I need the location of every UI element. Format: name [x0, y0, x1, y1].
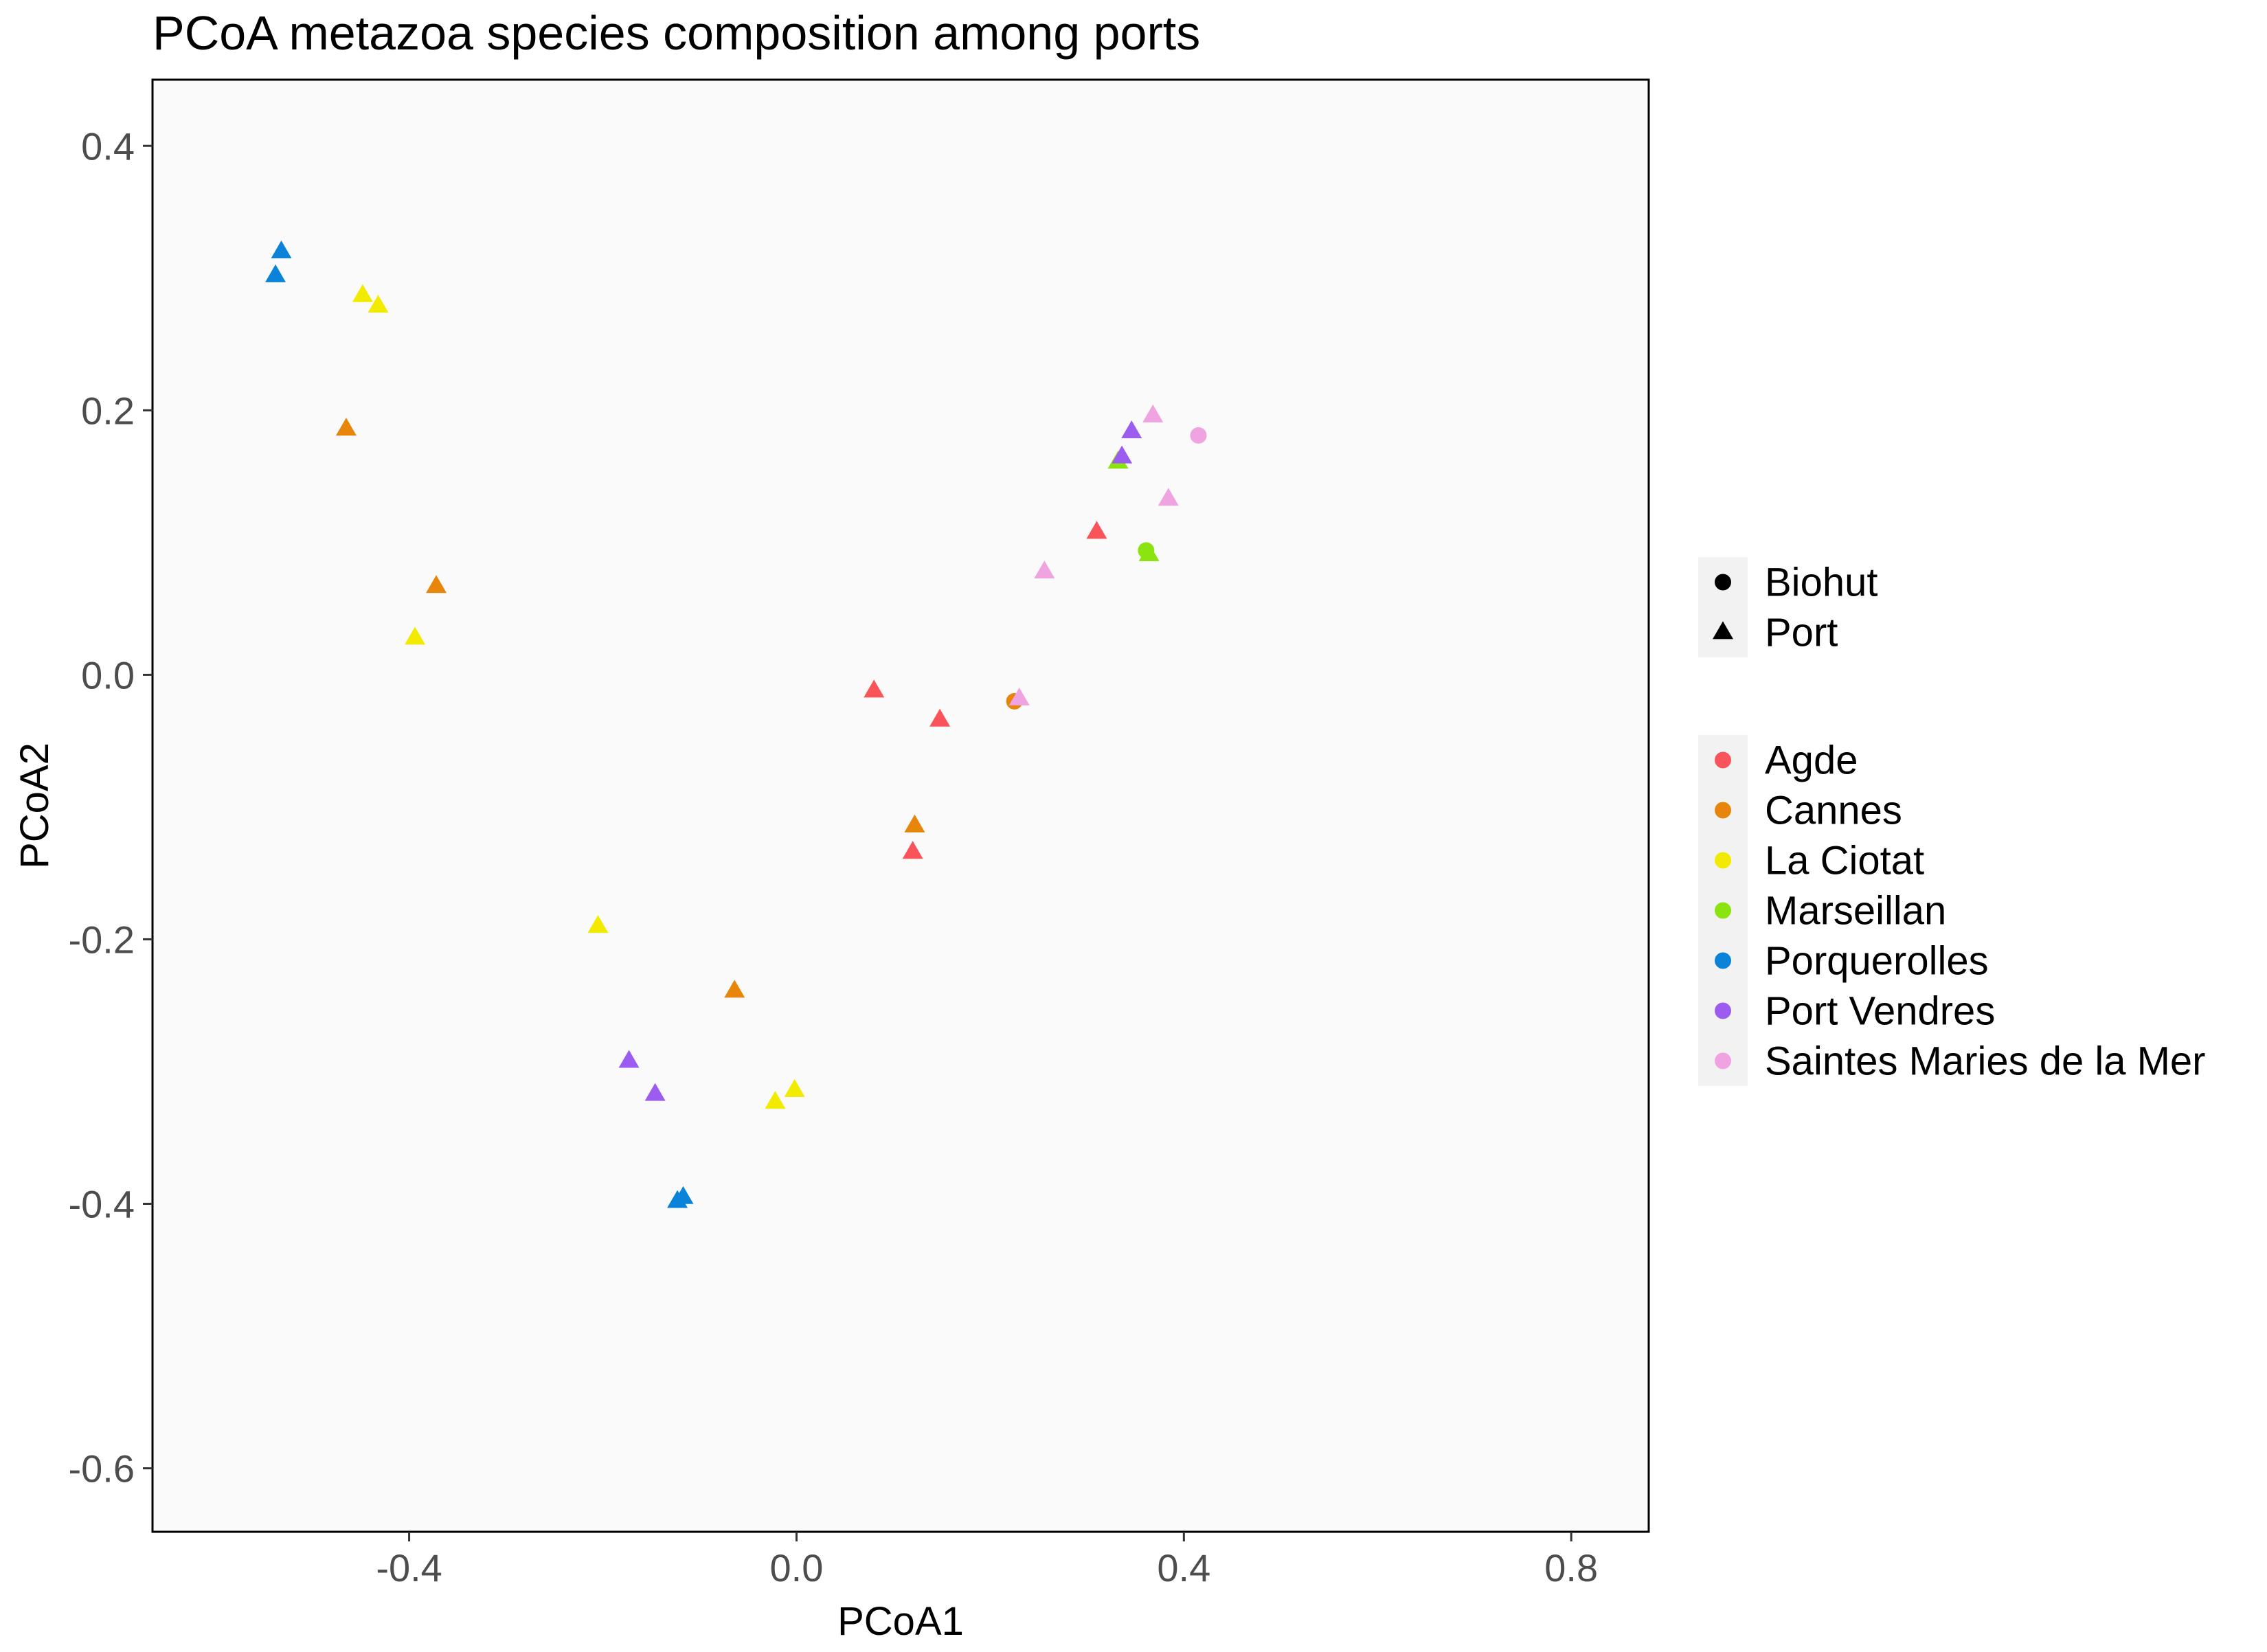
data-point-triangle: [1158, 488, 1179, 506]
data-point-triangle: [1121, 420, 1142, 439]
color-legend-label: Cannes: [1765, 789, 1902, 833]
data-point-triangle: [426, 575, 447, 593]
color-legend-label: La Ciotat: [1765, 839, 1924, 883]
color-legend-label: Saintes Maries de la Mer: [1765, 1039, 2205, 1084]
legend-color-key: [1715, 802, 1731, 819]
color-legend-label: Marseillan: [1765, 889, 1946, 934]
x-axis-title: PCoA1: [837, 1599, 964, 1644]
data-point-triangle: [784, 1078, 805, 1097]
x-tick-label: 0.8: [1544, 1546, 1598, 1589]
data-point-triangle: [271, 240, 292, 259]
data-point-triangle: [1034, 561, 1055, 579]
data-point-triangle: [644, 1083, 666, 1101]
y-tick-label: 0.0: [81, 653, 135, 697]
x-tick-label: 0.0: [770, 1546, 824, 1589]
chart-title: PCoA metazoa species composition among p…: [153, 6, 1200, 60]
points-layer: [265, 240, 1207, 1208]
legend-circle-key: [1715, 574, 1731, 591]
plot-panel: [151, 78, 1650, 1533]
legend-triangle-key: [1713, 621, 1733, 640]
color-legend-label: Agde: [1765, 738, 1858, 783]
data-point-triangle: [1086, 521, 1107, 539]
data-point-triangle: [667, 1190, 688, 1208]
data-point-triangle: [1112, 445, 1133, 464]
y-tick-label: -0.6: [69, 1447, 135, 1491]
y-tick-label: -0.2: [69, 918, 135, 961]
shape-legend-key-bg: [1698, 557, 1748, 657]
shape-legend-label: Port: [1765, 611, 1838, 655]
legend-color-key: [1715, 852, 1731, 869]
data-point-triangle: [352, 284, 373, 302]
legend-color-key: [1715, 751, 1731, 769]
shape-legend-label: Biohut: [1765, 561, 1877, 605]
shape-legend: Biohut Port: [1698, 557, 1877, 657]
data-point-circle: [1138, 542, 1155, 559]
x-tick-label: 0.4: [1157, 1546, 1210, 1589]
x-tick-label: -0.4: [376, 1546, 442, 1589]
data-point-triangle: [724, 980, 745, 998]
legend-color-key: [1715, 952, 1731, 969]
data-point-triangle: [1008, 687, 1030, 705]
data-point-triangle: [929, 708, 951, 727]
data-point-triangle: [864, 679, 885, 698]
data-point-triangle: [368, 295, 389, 313]
data-point-triangle: [765, 1091, 786, 1109]
legend-color-key: [1715, 1052, 1731, 1070]
y-axis: 0.4 0.2 0.0 -0.2 -0.4 -0.6: [69, 124, 153, 1491]
data-point-triangle: [335, 418, 357, 436]
color-legend: Agde Cannes La Ciotat Marseillan Porquerolle…: [1698, 735, 2205, 1086]
data-point-triangle: [405, 626, 426, 645]
x-axis: -0.4 0.0 0.4 0.8: [376, 1532, 1598, 1589]
legend-color-key: [1715, 1002, 1731, 1019]
data-point-triangle: [618, 1050, 640, 1068]
y-tick-label: 0.4: [81, 124, 135, 168]
y-axis-title: PCoA2: [12, 743, 57, 869]
data-point-triangle: [902, 841, 923, 859]
y-tick-label: -0.4: [69, 1183, 135, 1226]
color-legend-label: Porquerolles: [1765, 939, 1989, 984]
data-point-triangle: [904, 814, 925, 833]
color-legend-label: Port Vendres: [1765, 989, 1995, 1034]
data-point-triangle: [1142, 404, 1164, 422]
data-point-circle: [1190, 427, 1207, 444]
data-point-triangle: [587, 915, 609, 934]
y-tick-label: 0.2: [81, 389, 135, 432]
legend-color-key: [1715, 902, 1731, 919]
data-point-triangle: [265, 264, 286, 282]
